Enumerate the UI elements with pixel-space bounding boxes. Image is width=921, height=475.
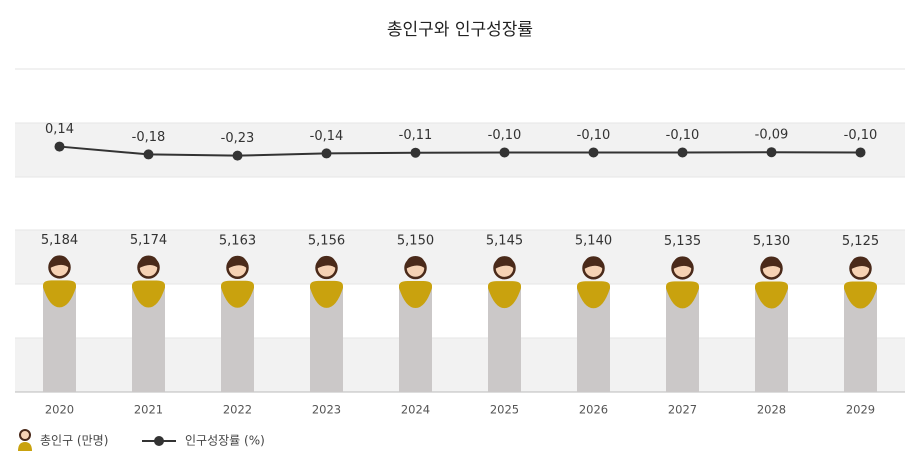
band [15, 123, 905, 177]
x-tick-label: 2027 [668, 403, 697, 417]
legend-dot [154, 436, 164, 446]
value-label: 5,174 [130, 233, 167, 248]
value-label: 5,135 [664, 234, 701, 249]
value-label: -0,10 [488, 128, 522, 143]
value-label: 5,130 [753, 234, 790, 249]
value-label: 0,14 [45, 122, 74, 137]
value-label: 5,150 [397, 234, 434, 249]
value-label: -0,10 [666, 128, 700, 143]
legend: 총인구 (만명) 인구성장률 (%) [18, 429, 265, 451]
value-label: -0,10 [844, 128, 878, 143]
figure-hair [850, 256, 871, 270]
x-tick-label: 2024 [401, 403, 430, 417]
figure-hair [672, 256, 693, 270]
x-tick-label: 2028 [757, 403, 786, 417]
value-label: 5,163 [219, 233, 256, 248]
value-label: 5,184 [41, 233, 78, 248]
figure-body [844, 281, 877, 309]
point [677, 147, 688, 158]
figure-hair [405, 256, 426, 270]
figure-hair [761, 256, 782, 270]
legend-icon [19, 429, 31, 441]
point [499, 147, 510, 158]
x-tick-label: 2029 [846, 403, 875, 417]
figure-hair [494, 256, 515, 270]
figure-body [43, 280, 76, 308]
figure-body [488, 281, 521, 309]
legend-icon [18, 442, 32, 451]
point [54, 141, 65, 152]
point [410, 147, 421, 158]
chart-title: 총인구와 인구성장률 [387, 20, 533, 40]
value-label: 5,125 [842, 234, 879, 249]
figure-body [310, 280, 343, 308]
x-tick-label: 2020 [45, 403, 74, 417]
figure-hair [227, 255, 248, 269]
value-label: -0,23 [221, 131, 255, 146]
x-tick-label: 2021 [134, 403, 163, 417]
figure-hair [316, 255, 337, 269]
value-label: -0,14 [310, 129, 344, 144]
value-label: 5,156 [308, 233, 345, 248]
x-tick-label: 2025 [490, 403, 519, 417]
figure-body [399, 281, 432, 309]
point [766, 147, 777, 158]
figure-hair [49, 255, 70, 269]
value-label: -0,18 [132, 130, 166, 145]
point [855, 147, 866, 158]
figure-hair [583, 256, 604, 270]
figure-body [755, 281, 788, 309]
figure-body [221, 280, 254, 308]
x-tick-label: 2022 [223, 403, 252, 417]
value-label: 5,140 [575, 234, 612, 249]
value-label: -0,11 [399, 128, 433, 143]
band [15, 230, 905, 284]
x-tick-label: 2023 [312, 403, 341, 417]
point [143, 149, 154, 160]
value-label: -0,09 [755, 128, 789, 143]
value-label: -0,10 [577, 128, 611, 143]
figure-body [666, 281, 699, 309]
legend-label: 인구성장률 (%) [185, 434, 265, 448]
line [59, 145, 861, 157]
figure-hair [138, 255, 159, 269]
figure-body [132, 280, 165, 308]
point [232, 150, 243, 161]
legend-label: 총인구 (만명) [40, 434, 108, 448]
point [588, 147, 599, 158]
value-label: 5,145 [486, 234, 523, 249]
x-tick-label: 2026 [579, 403, 608, 417]
point [321, 148, 332, 159]
figure-body [577, 281, 610, 309]
